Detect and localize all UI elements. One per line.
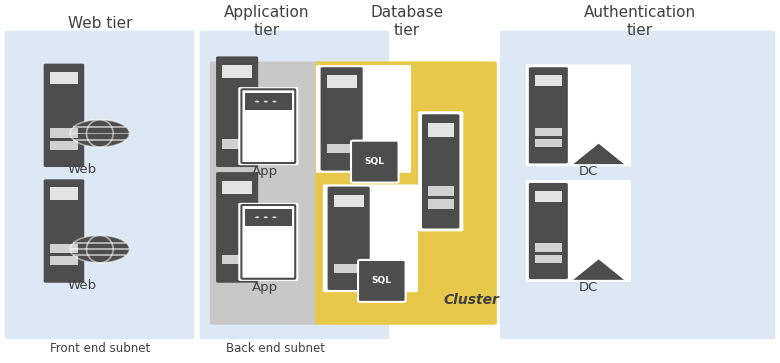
Bar (50, 244, 78, 253)
Bar (222, 181, 252, 194)
Bar (50, 72, 78, 84)
Text: Back end subnet: Back end subnet (226, 342, 324, 355)
Bar (222, 139, 252, 148)
FancyBboxPatch shape (351, 140, 399, 183)
Text: Front end subnet: Front end subnet (50, 342, 150, 355)
Bar (534, 127, 562, 136)
Bar (534, 254, 562, 263)
FancyBboxPatch shape (422, 114, 459, 228)
Circle shape (255, 216, 259, 218)
Text: DC: DC (580, 281, 598, 294)
FancyBboxPatch shape (216, 172, 258, 283)
FancyBboxPatch shape (239, 203, 298, 281)
FancyBboxPatch shape (316, 65, 411, 173)
Bar (327, 76, 356, 87)
Text: SQL: SQL (365, 157, 385, 166)
Text: Database
tier: Database tier (370, 4, 444, 38)
FancyBboxPatch shape (526, 180, 631, 282)
Polygon shape (573, 260, 624, 280)
Bar (70, 248, 129, 250)
Text: App: App (252, 165, 278, 178)
Bar (73, 254, 126, 256)
Bar (50, 129, 78, 138)
FancyBboxPatch shape (44, 64, 84, 167)
FancyBboxPatch shape (200, 31, 389, 339)
Text: Web tier: Web tier (68, 16, 132, 30)
FancyBboxPatch shape (529, 67, 568, 163)
Text: App: App (252, 281, 278, 294)
Bar (327, 144, 356, 153)
Bar (50, 256, 78, 265)
Bar (427, 199, 454, 209)
Text: Web: Web (67, 279, 97, 292)
Circle shape (70, 235, 129, 263)
FancyBboxPatch shape (44, 179, 84, 283)
Text: Authentication
tier: Authentication tier (583, 4, 696, 38)
Text: Application
tier: Application tier (224, 4, 310, 38)
Bar (427, 123, 454, 136)
Text: Web: Web (67, 163, 97, 176)
Text: Cluster: Cluster (444, 293, 500, 307)
Text: DC: DC (580, 165, 598, 178)
Bar (334, 195, 363, 207)
Circle shape (272, 216, 276, 218)
Bar (534, 191, 562, 202)
FancyBboxPatch shape (315, 61, 497, 325)
Circle shape (272, 101, 276, 102)
Bar (534, 243, 562, 252)
FancyBboxPatch shape (210, 61, 321, 325)
Circle shape (70, 120, 129, 147)
Bar (534, 75, 562, 86)
Bar (50, 188, 78, 200)
FancyBboxPatch shape (239, 87, 298, 165)
FancyBboxPatch shape (529, 183, 568, 279)
FancyBboxPatch shape (526, 64, 631, 166)
Bar (73, 126, 126, 128)
Circle shape (264, 216, 268, 218)
Text: SQL: SQL (372, 276, 392, 285)
Circle shape (255, 101, 259, 102)
FancyBboxPatch shape (418, 111, 463, 231)
Polygon shape (573, 144, 624, 164)
Bar (73, 242, 126, 244)
Circle shape (264, 101, 268, 102)
Bar (70, 132, 129, 134)
FancyBboxPatch shape (5, 31, 194, 339)
FancyBboxPatch shape (216, 56, 258, 167)
Bar (50, 140, 78, 150)
Bar (334, 264, 363, 273)
Bar (73, 139, 126, 140)
FancyBboxPatch shape (323, 184, 418, 292)
FancyBboxPatch shape (321, 67, 363, 171)
FancyBboxPatch shape (500, 31, 775, 339)
Bar (534, 139, 562, 147)
Bar (222, 65, 252, 78)
Bar (245, 209, 292, 226)
Bar (222, 254, 252, 264)
FancyBboxPatch shape (358, 260, 406, 302)
Bar (427, 186, 454, 196)
FancyBboxPatch shape (328, 187, 370, 290)
FancyBboxPatch shape (242, 89, 295, 163)
Bar (245, 93, 292, 110)
FancyBboxPatch shape (242, 205, 295, 279)
